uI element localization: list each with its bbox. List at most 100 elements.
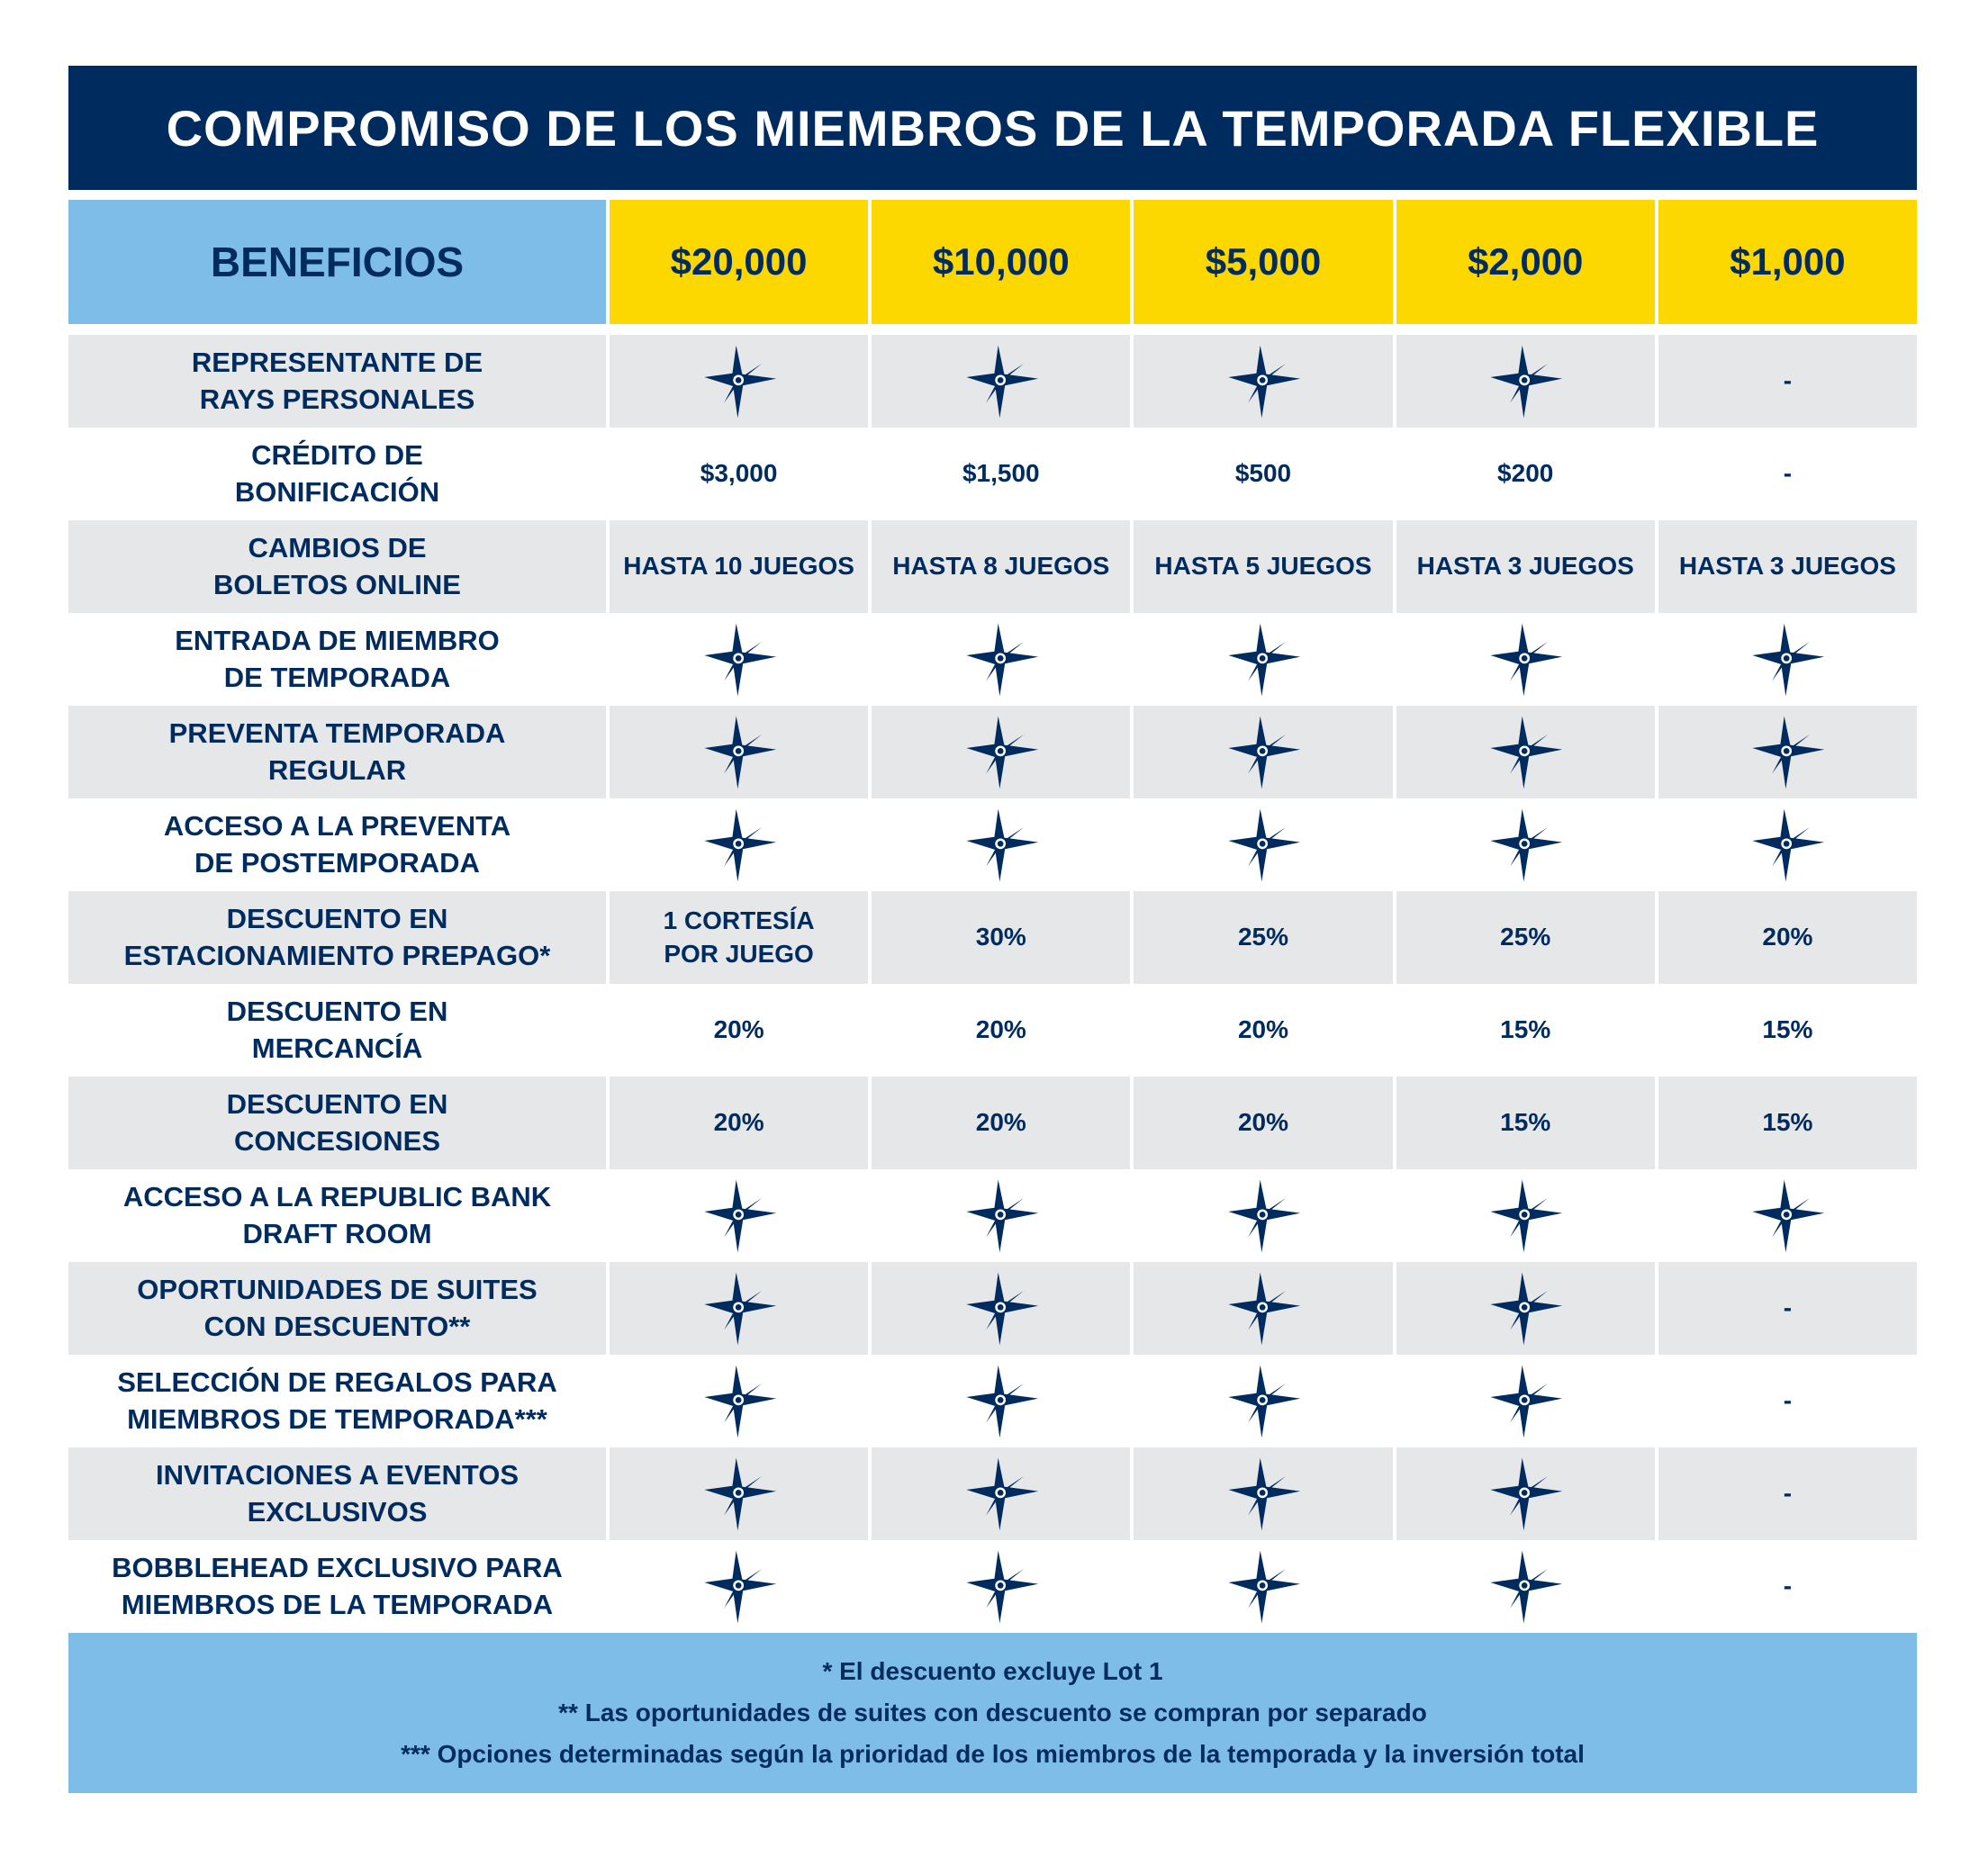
check-cell (1134, 1355, 1392, 1447)
value-cell: 15% (1658, 1077, 1917, 1169)
benefits-table: COMPROMISO DE LOS MIEMBROS DE LA TEMPORA… (68, 66, 1917, 1793)
benefit-label: PREVENTA TEMPORADA REGULAR (68, 706, 606, 798)
value-cell: 20% (1134, 1077, 1393, 1169)
check-cell (1658, 706, 1917, 798)
check-cell (610, 1169, 868, 1262)
check-cell (1134, 613, 1392, 706)
table-row: DESCUENTO EN CONCESIONES 20% 20% 20% 15% 15% (68, 1077, 1917, 1169)
table-row: SELECCIÓN DE REGALOS PARA MIEMBROS DE TE… (68, 1355, 1917, 1447)
check-cell (610, 798, 868, 891)
benefit-label: CAMBIOS DE BOLETOS ONLINE (68, 520, 606, 613)
star-icon (1752, 716, 1825, 789)
check-cell (1134, 335, 1393, 428)
value-cell: - (1783, 1572, 1793, 1600)
value-cell: 25% (1396, 891, 1655, 984)
star-icon (1228, 716, 1301, 789)
star-icon (1228, 1179, 1301, 1252)
benefits-header: BENEFICIOS (68, 200, 606, 324)
value-cell: 20% (713, 1015, 764, 1044)
check-cell (610, 706, 869, 798)
check-cell (1396, 798, 1655, 891)
value-cell: 20% (610, 1077, 869, 1169)
value-cell: 15% (1500, 1015, 1551, 1044)
check-cell (1134, 706, 1393, 798)
star-icon (1490, 808, 1563, 881)
star-icon (1752, 1179, 1825, 1252)
star-icon (966, 1272, 1038, 1345)
table-row: ACCESO A LA REPUBLIC BANK DRAFT ROOM (68, 1169, 1917, 1262)
benefit-label: ACCESO A LA REPUBLIC BANK DRAFT ROOM (122, 1181, 552, 1249)
benefit-label: OPORTUNIDADES DE SUITES CON DESCUENTO** (68, 1262, 606, 1355)
table-row: REPRESENTANTE DE RAYS PERSONALES - (68, 335, 1917, 428)
tier-header: $10,000 (872, 200, 1131, 324)
table-row: BOBBLEHEAD EXCLUSIVO PARA MIEMBROS DE LA… (68, 1540, 1917, 1633)
value-cell: $1,500 (962, 459, 1040, 488)
star-icon (1752, 623, 1825, 696)
check-cell (1396, 706, 1655, 798)
benefit-label: REPRESENTANTE DE RAYS PERSONALES (68, 335, 606, 428)
star-icon (1490, 1457, 1563, 1530)
value-cell: $500 (1234, 459, 1292, 488)
star-icon (966, 1457, 1038, 1530)
star-icon (966, 345, 1038, 418)
value-cell: $200 (1497, 459, 1554, 488)
check-cell (610, 1540, 868, 1633)
star-icon (1228, 1272, 1301, 1345)
value-cell: 20% (872, 1077, 1131, 1169)
check-cell (610, 1355, 868, 1447)
star-icon (1752, 808, 1825, 881)
table-row: CRÉDITO DE BONIFICACIÓN $3,000 $1,500 $500 $… (68, 428, 1917, 520)
star-icon (703, 808, 776, 881)
check-cell (872, 1540, 1130, 1633)
star-icon (703, 345, 776, 418)
value-cell: 20% (975, 1015, 1026, 1044)
value-cell: 25% (1134, 891, 1393, 984)
star-icon (1228, 345, 1301, 418)
value-cell: 15% (1396, 1077, 1655, 1169)
star-icon (966, 1365, 1038, 1438)
check-cell (1658, 798, 1917, 891)
check-cell (1134, 1169, 1392, 1262)
footnote: ** Las oportunidades de suites con descu… (558, 1699, 1427, 1726)
value-cell: - (1658, 1447, 1917, 1540)
star-icon (966, 623, 1038, 696)
tier-header: $20,000 (610, 200, 869, 324)
check-cell (610, 613, 868, 706)
check-cell (1396, 1355, 1655, 1447)
star-icon (703, 1550, 776, 1623)
star-icon (703, 1179, 776, 1252)
benefit-label: DESCUENTO EN CONCESIONES (68, 1077, 606, 1169)
check-cell (610, 1447, 869, 1540)
table-row: CAMBIOS DE BOLETOS ONLINE HASTA 10 JUEGOS… (68, 520, 1917, 613)
star-icon (1490, 1365, 1563, 1438)
benefit-label: BOBBLEHEAD EXCLUSIVO PARA MIEMBROS DE LA… (112, 1552, 563, 1620)
value-cell: 30% (872, 891, 1131, 984)
star-icon (1490, 716, 1563, 789)
star-icon (966, 1550, 1038, 1623)
value-cell: - (1783, 459, 1793, 488)
check-cell (872, 1447, 1131, 1540)
star-icon (1228, 1550, 1301, 1623)
table-row: DESCUENTO EN ESTACIONAMIENTO PREPAGO* 1 C… (68, 891, 1917, 984)
value-cell: HASTA 3 JUEGOS (1396, 520, 1655, 613)
table-row: ACCESO A LA PREVENTA DE POSTEMPORADA (68, 798, 1917, 891)
check-cell (872, 1169, 1130, 1262)
table-row: PREVENTA TEMPORADA REGULAR (68, 706, 1917, 798)
benefit-label: SELECCIÓN DE REGALOS PARA MIEMBROS DE TE… (117, 1366, 557, 1435)
footer: * El descuento excluye Lot 1 ** Las oport… (68, 1633, 1917, 1793)
benefit-label: ACCESO A LA PREVENTA DE POSTEMPORADA (163, 810, 511, 879)
value-cell: - (1658, 335, 1917, 428)
check-cell (1134, 798, 1392, 891)
value-cell: HASTA 10 JUEGOS (610, 520, 869, 613)
star-icon (1490, 1179, 1563, 1252)
value-cell: $3,000 (700, 459, 778, 488)
value-cell: 20% (1658, 891, 1917, 984)
check-cell (872, 1355, 1130, 1447)
check-cell (610, 1262, 869, 1355)
table-row: INVITACIONES A EVENTOS EXCLUSIVOS - (68, 1447, 1917, 1540)
star-icon (1490, 1272, 1563, 1345)
star-icon (703, 1365, 776, 1438)
star-icon (703, 1457, 776, 1530)
check-cell (1134, 1540, 1392, 1633)
footnote: *** Opciones determinadas según la prior… (401, 1740, 1585, 1768)
